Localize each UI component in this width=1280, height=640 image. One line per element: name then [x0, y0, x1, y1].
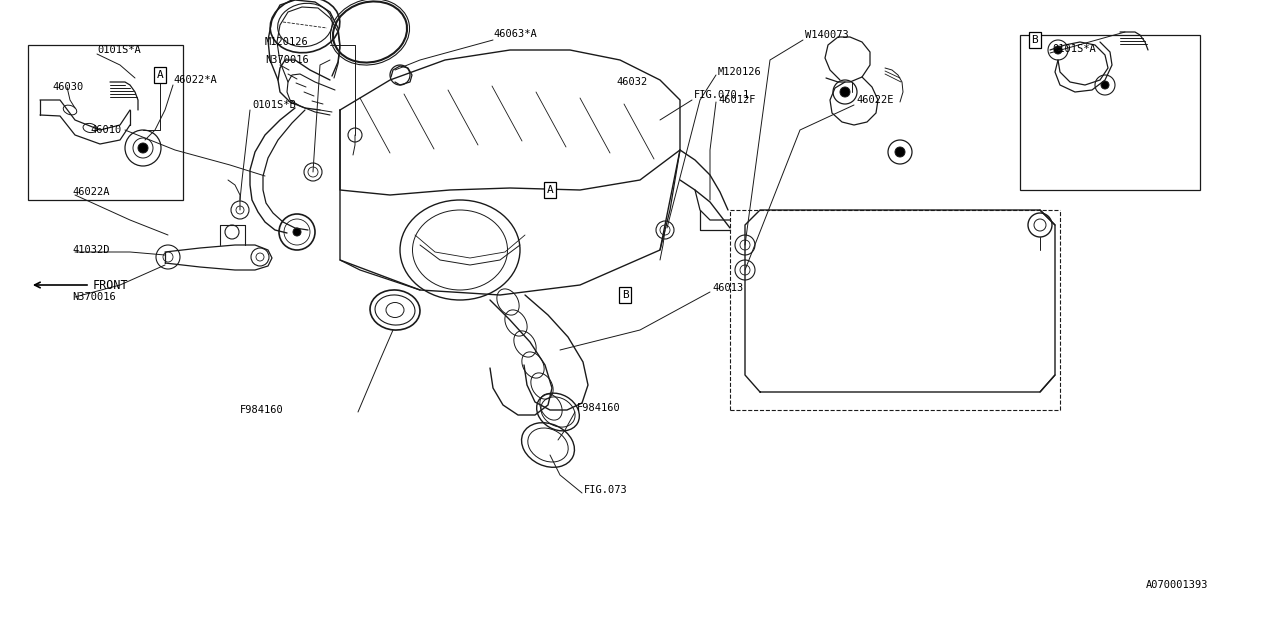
Text: 46022A: 46022A [72, 187, 110, 197]
Text: 46032: 46032 [617, 77, 648, 87]
Text: 46012F: 46012F [718, 95, 755, 105]
Text: N370016: N370016 [72, 292, 115, 302]
Bar [1020, 35, 1201, 190]
Circle shape [895, 147, 905, 157]
Text: B: B [1032, 35, 1038, 45]
Text: FIG.073: FIG.073 [584, 485, 627, 495]
Text: 46022E: 46022E [856, 95, 893, 105]
Text: 46063*A: 46063*A [493, 29, 536, 39]
Text: A: A [156, 70, 164, 80]
Circle shape [1101, 81, 1108, 89]
Circle shape [125, 130, 161, 166]
Text: N370016: N370016 [265, 55, 308, 65]
Bar [28, 45, 183, 200]
Text: 41032D: 41032D [72, 245, 110, 255]
Text: 0101S*A: 0101S*A [1052, 44, 1096, 54]
Text: W140073: W140073 [805, 30, 849, 40]
Circle shape [840, 87, 850, 97]
Text: 46030: 46030 [52, 82, 83, 92]
Text: M120126: M120126 [265, 37, 308, 47]
Text: 0101S*A: 0101S*A [97, 45, 141, 55]
Text: FIG.070-1: FIG.070-1 [694, 90, 750, 100]
Text: A070001393: A070001393 [1146, 580, 1208, 590]
Circle shape [138, 143, 148, 153]
Text: F984160: F984160 [241, 405, 284, 415]
Text: 46022*A: 46022*A [173, 75, 216, 85]
Text: 46013: 46013 [712, 283, 744, 293]
Circle shape [1053, 46, 1062, 54]
Text: FRONT: FRONT [93, 278, 128, 291]
Circle shape [293, 228, 301, 236]
Text: F984160: F984160 [577, 403, 621, 413]
Text: 0101S*B: 0101S*B [252, 100, 296, 110]
Text: A: A [547, 185, 553, 195]
Text: B: B [622, 290, 628, 300]
Text: M120126: M120126 [718, 67, 762, 77]
Text: 46010: 46010 [91, 125, 122, 135]
